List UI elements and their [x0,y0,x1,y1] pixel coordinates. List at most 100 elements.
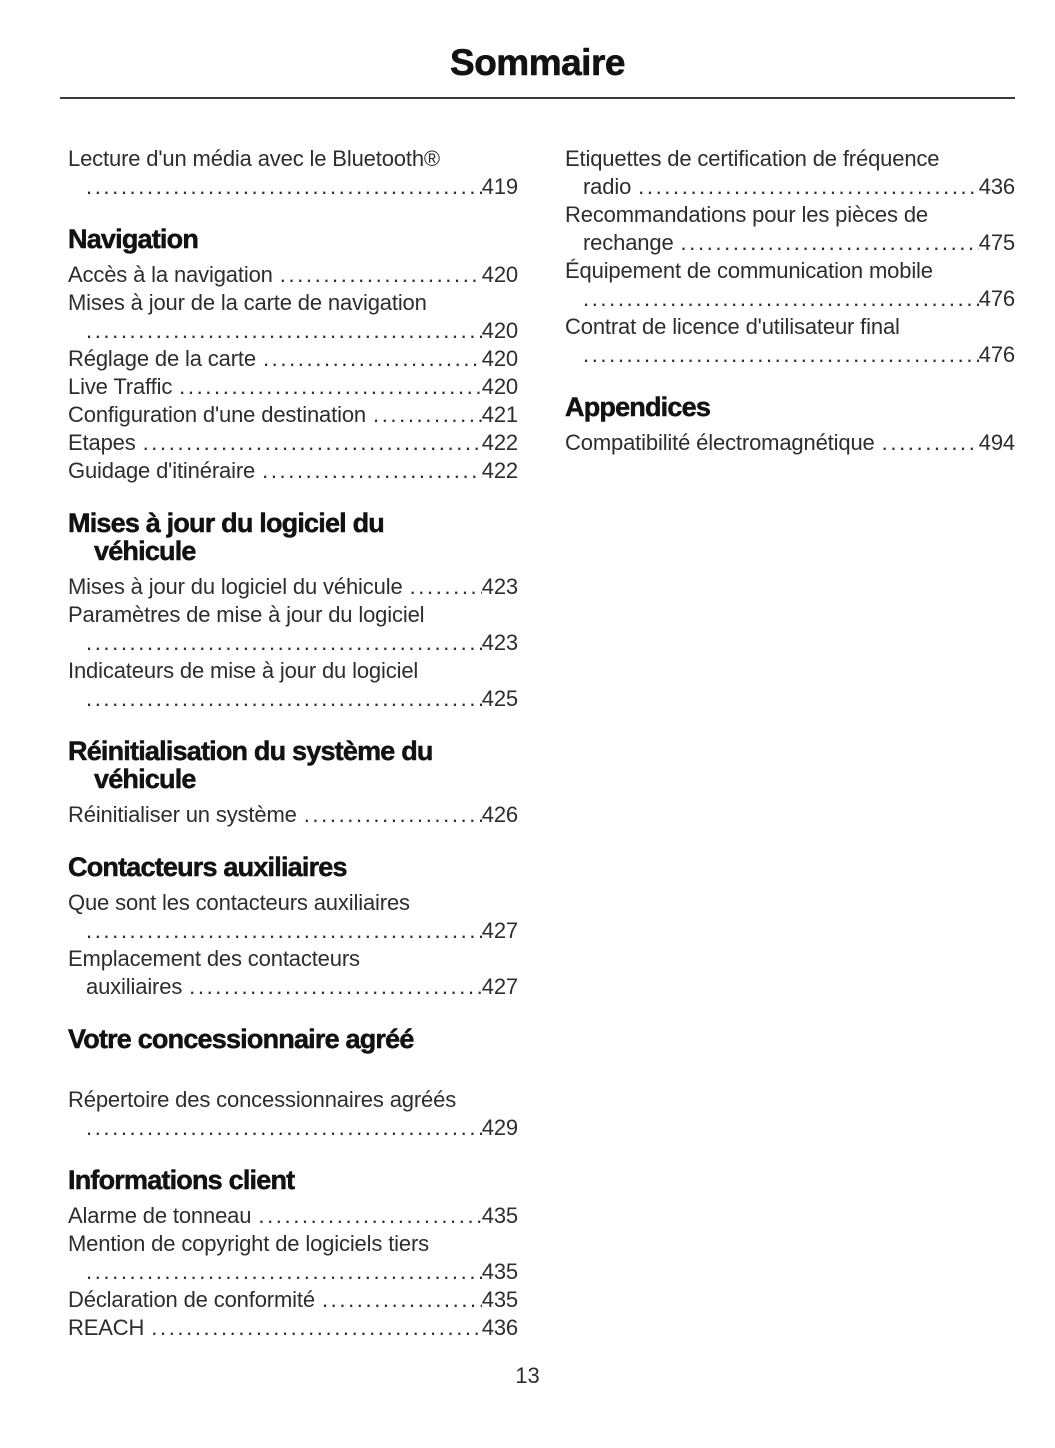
entry-label: Déclaration de conformité [68,1287,315,1312]
toc-entry-line: Paramètres de mise à jour du logiciel [68,601,518,629]
dot-leader [179,373,482,401]
toc-entry-line: Lecture d'un média avec le Bluetooth® [68,145,518,173]
dot-leader [304,801,482,829]
dot-leader [86,629,482,657]
section-header-line: Appendices [565,392,711,422]
toc-entry-line: 423 [68,629,518,657]
entry-page-number: 420 [481,318,518,343]
toc-entry-line: Indicateurs de mise à jour du logiciel [68,657,518,685]
dot-leader [189,973,482,1001]
entry-label: Réinitialiser un système [68,802,297,827]
toc-entry: Guidage d'itinéraire 422 [68,457,518,485]
dot-leader [280,261,482,289]
title-divider [60,97,1015,99]
toc-entry: Lecture d'un média avec le Bluetooth® 419 [68,145,518,201]
entry-label: Équipement de communication mobile [565,258,933,283]
toc-entry: Alarme de tonneau 435 [68,1202,518,1230]
section-header: Appendices [565,392,1015,422]
dot-leader [86,685,482,713]
toc-column-right: Etiquettes de certification de fréquence… [565,145,1015,1342]
entry-label: Etiquettes de certification de fréquence [565,146,940,171]
entry-label: Guidage d'itinéraire [68,458,256,483]
page-content: Sommaire Lecture d'un média avec le Blue… [0,42,1055,1342]
toc-entry: Accès à la navigation 420 [68,261,518,289]
entry-label: Mises à jour du logiciel du véhicule [68,574,403,599]
toc-entry: Répertoire des concessionnaires agréés 42… [68,1086,518,1142]
entry-page-number: 435 [481,1259,518,1284]
toc-entry-line: Recommandations pour les pièces de [565,201,1015,229]
entry-label: Paramètres de mise à jour du logiciel [68,602,425,627]
toc-entry-line: rechange 475 [565,229,1015,257]
toc-entry: Contrat de licence d'utilisateur final 47… [565,313,1015,369]
dot-leader [322,1286,482,1314]
toc-entry: Équipement de communication mobile 476 [565,257,1015,313]
entry-label: Répertoire des concessionnaires agréés [68,1087,457,1112]
entry-page-number: 419 [481,174,518,199]
entry-label: Emplacement des contacteurs [68,946,360,971]
entry-page-number: 476 [978,286,1015,311]
toc-entry-line: Équipement de communication mobile [565,257,1015,285]
toc-entry-line: Contrat de licence d'utilisateur final [565,313,1015,341]
entry-page-number: 436 [978,174,1015,199]
toc-entry: Réglage de la carte 420 [68,345,518,373]
section-header-line: Informations client [68,1165,296,1195]
toc-entry: REACH 436 [68,1314,518,1342]
section-header-line: véhicule [94,764,197,794]
dot-leader [262,457,482,485]
entry-page-number: 427 [481,918,518,943]
toc-section: Mises à jour du logiciel du véhicule Mises… [68,509,518,713]
toc-entry-line: Compatibilité électromagnétique 494 [565,429,1015,457]
toc-column-left: Lecture d'un média avec le Bluetooth® 419… [68,145,518,1342]
toc-entry-line: Etiquettes de certification de fréquence [565,145,1015,173]
toc-entry-line: Alarme de tonneau 435 [68,1202,518,1230]
dot-leader [583,285,979,313]
dot-leader [143,429,482,457]
section-header-line: Votre concessionnaire agréé [68,1024,415,1054]
toc-entry-line: Que sont les contacteurs auxiliaires [68,889,518,917]
dot-leader [258,1202,481,1230]
toc-entry-line: Guidage d'itinéraire 422 [68,457,518,485]
entry-label: radio [583,174,632,199]
entry-label: REACH [68,1315,145,1340]
entry-label: Que sont les contacteurs auxiliaires [68,890,410,915]
section-header: Réinitialisation du système du véhicule [68,736,518,794]
entry-page-number: 436 [481,1315,518,1340]
toc-entry: Réinitialiser un système 426 [68,801,518,829]
entry-label: Réglage de la carte [68,346,256,371]
entry-label: Accès à la navigation [68,262,273,287]
entry-label: auxiliaires [86,974,183,999]
toc-entry-line: REACH 436 [68,1314,518,1342]
toc-columns: Lecture d'un média avec le Bluetooth® 419… [60,145,1015,1342]
entry-page-number: 435 [481,1203,518,1228]
toc-entry-line: 476 [565,285,1015,313]
entry-label: Etapes [68,430,136,455]
toc-entry-line: 429 [68,1114,518,1142]
entry-label: Mises à jour de la carte de navigation [68,290,427,315]
entry-label: Indicateurs de mise à jour du logiciel [68,658,419,683]
entry-page-number: 427 [481,974,518,999]
entry-label: rechange [583,230,674,255]
entry-label: Live Traffic [68,374,173,399]
toc-entry: Mises à jour du logiciel du véhicule 423 [68,573,518,601]
toc-entry: Recommandations pour les pièces de rechan… [565,201,1015,257]
dot-leader [151,1314,481,1342]
toc-entry-line: Mention de copyright de logiciels tiers [68,1230,518,1258]
toc-entry-line: 420 [68,317,518,345]
toc-entry-line: 435 [68,1258,518,1286]
page-title: Sommaire [450,42,626,84]
entry-page-number: 425 [481,686,518,711]
toc-entry-line: Répertoire des concessionnaires agréés [68,1086,518,1114]
toc-section: Votre concessionnaire agréé Répertoire de… [68,1025,518,1142]
entry-label: Recommandations pour les pièces de [565,202,928,227]
section-header: Votre concessionnaire agréé [68,1024,518,1054]
section-header-line: Réinitialisation du système du [68,736,434,766]
toc-entry: Indicateurs de mise à jour du logiciel 42… [68,657,518,713]
entry-label: Contrat de licence d'utilisateur final [565,314,900,339]
toc-entry: Paramètres de mise à jour du logiciel 423 [68,601,518,657]
toc-entry-line: Mises à jour du logiciel du véhicule 423 [68,573,518,601]
entry-page-number: 494 [978,430,1015,455]
toc-entry-line: 427 [68,917,518,945]
toc-entry: Que sont les contacteurs auxiliaires 427 [68,889,518,945]
entry-label: Alarme de tonneau [68,1203,252,1228]
